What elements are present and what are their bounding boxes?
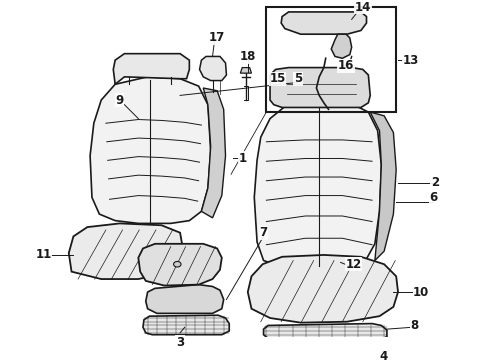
Text: 3: 3 [176,336,184,348]
Polygon shape [146,285,223,313]
Text: 2: 2 [431,176,439,189]
Text: 17: 17 [209,31,225,44]
Text: 8: 8 [411,319,419,332]
Bar [267,7,396,112]
Text: 18: 18 [240,50,256,63]
Text: 7: 7 [260,226,268,239]
Polygon shape [143,315,229,335]
Text: 12: 12 [345,258,362,271]
Polygon shape [264,324,387,340]
Text: 4: 4 [379,351,387,360]
Polygon shape [241,68,251,73]
Text: 5: 5 [294,72,302,85]
Polygon shape [370,112,396,261]
Text: 1: 1 [239,152,247,165]
Polygon shape [270,68,370,108]
Polygon shape [201,88,225,218]
Text: 14: 14 [355,1,371,14]
Polygon shape [281,12,367,34]
Polygon shape [90,77,211,224]
Polygon shape [199,57,226,81]
Text: 11: 11 [36,248,52,261]
Polygon shape [138,244,222,285]
Polygon shape [248,255,398,323]
Polygon shape [69,224,183,279]
Polygon shape [113,54,189,84]
Text: 13: 13 [403,54,419,67]
Polygon shape [331,34,352,58]
Text: 10: 10 [413,285,429,298]
Ellipse shape [173,261,181,267]
Text: 6: 6 [429,191,438,204]
Text: 16: 16 [338,59,354,72]
Polygon shape [279,75,359,107]
Polygon shape [254,100,381,268]
Text: 15: 15 [270,72,286,85]
Text: 9: 9 [116,94,124,107]
